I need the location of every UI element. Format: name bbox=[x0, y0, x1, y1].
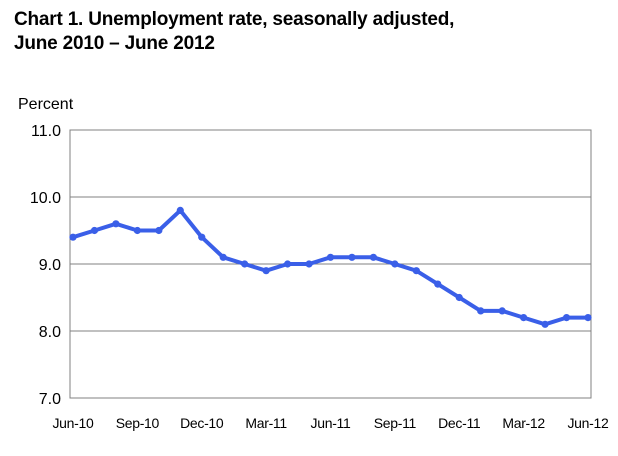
chart-title-line2: June 2010 – June 2012 bbox=[14, 33, 215, 54]
gridlines bbox=[70, 196, 591, 332]
x-tick-label: Sep-10 bbox=[116, 415, 160, 431]
data-point bbox=[326, 253, 335, 261]
data-point bbox=[219, 253, 227, 261]
data-point bbox=[69, 233, 77, 241]
x-tick-label: Jun-12 bbox=[567, 415, 609, 431]
x-axis-ticks: Jun-10 Sep-10 Dec-10 Mar-11 Jun-11 Sep-11 Dec-… bbox=[52, 415, 609, 431]
x-tick-label: Jun-11 bbox=[311, 415, 351, 431]
data-point bbox=[477, 307, 485, 315]
data-point bbox=[262, 267, 270, 275]
data-point bbox=[112, 220, 120, 228]
x-tick-label: Sep-11 bbox=[374, 415, 417, 431]
data-point bbox=[520, 314, 528, 322]
data-point bbox=[348, 253, 356, 261]
y-tick-label: 9.0 bbox=[39, 257, 61, 274]
data-point bbox=[198, 233, 206, 241]
data-point bbox=[176, 206, 184, 214]
data-point bbox=[455, 293, 463, 302]
y-tick-label: 11.0 bbox=[31, 123, 61, 140]
data-point bbox=[498, 307, 506, 315]
x-tick-label: Dec-11 bbox=[438, 415, 481, 431]
chart-title: Chart 1. Unemployment rate, seasonally a… bbox=[14, 8, 454, 56]
data-point bbox=[391, 260, 399, 268]
data-point bbox=[305, 260, 313, 268]
y-tick-label: 8.0 bbox=[39, 324, 61, 341]
data-point bbox=[434, 280, 442, 288]
x-tick-label: Mar-11 bbox=[245, 415, 287, 431]
data-point bbox=[562, 314, 571, 322]
data-point bbox=[133, 226, 141, 235]
data-point bbox=[155, 226, 163, 235]
data-point bbox=[584, 314, 592, 322]
series-line bbox=[71, 208, 590, 327]
data-point bbox=[541, 320, 549, 328]
y-axis-ticks: 7.0 8.0 9.0 10.0 11.0 bbox=[30, 123, 61, 408]
y-tick-label: 7.0 bbox=[39, 391, 61, 408]
data-point bbox=[90, 226, 99, 235]
chart-title-line1: Chart 1. Unemployment rate, seasonally a… bbox=[14, 9, 455, 30]
y-axis-label: Percent bbox=[18, 96, 74, 113]
y-tick-label: 10.0 bbox=[30, 190, 61, 207]
data-point bbox=[283, 260, 292, 268]
x-tick-label: Dec-10 bbox=[180, 415, 224, 431]
x-tick-label: Mar-12 bbox=[502, 415, 545, 431]
data-point bbox=[241, 260, 249, 268]
data-point bbox=[369, 253, 378, 261]
x-tick-label: Jun-10 bbox=[52, 415, 94, 431]
series-layer bbox=[69, 206, 592, 328]
data-point bbox=[412, 267, 420, 275]
